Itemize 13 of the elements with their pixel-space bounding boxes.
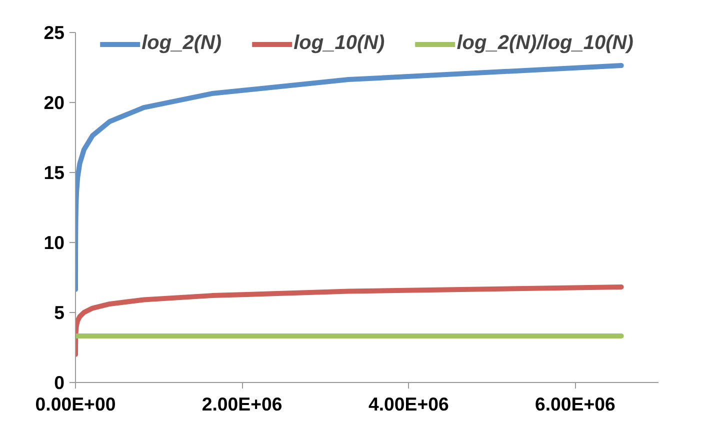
y-tick-label: 15 <box>44 162 65 183</box>
x-tick-label: 0.00E+00 <box>35 394 116 414</box>
y-tick-label: 10 <box>44 232 65 253</box>
y-tick-label: 20 <box>44 92 65 113</box>
legend-label: log_2(N) <box>142 32 222 55</box>
y-tick-label: 5 <box>54 302 65 323</box>
legend-label: log_2(N)/log_10(N) <box>456 32 634 55</box>
x-tick-label: 4.00E+06 <box>368 394 449 414</box>
y-tick-label: 0 <box>54 372 65 393</box>
y-tick-label: 25 <box>44 22 65 43</box>
x-tick-label: 6.00E+06 <box>535 394 616 414</box>
x-tick-label: 2.00E+06 <box>202 394 282 414</box>
legend-label: log_10(N) <box>294 32 385 55</box>
